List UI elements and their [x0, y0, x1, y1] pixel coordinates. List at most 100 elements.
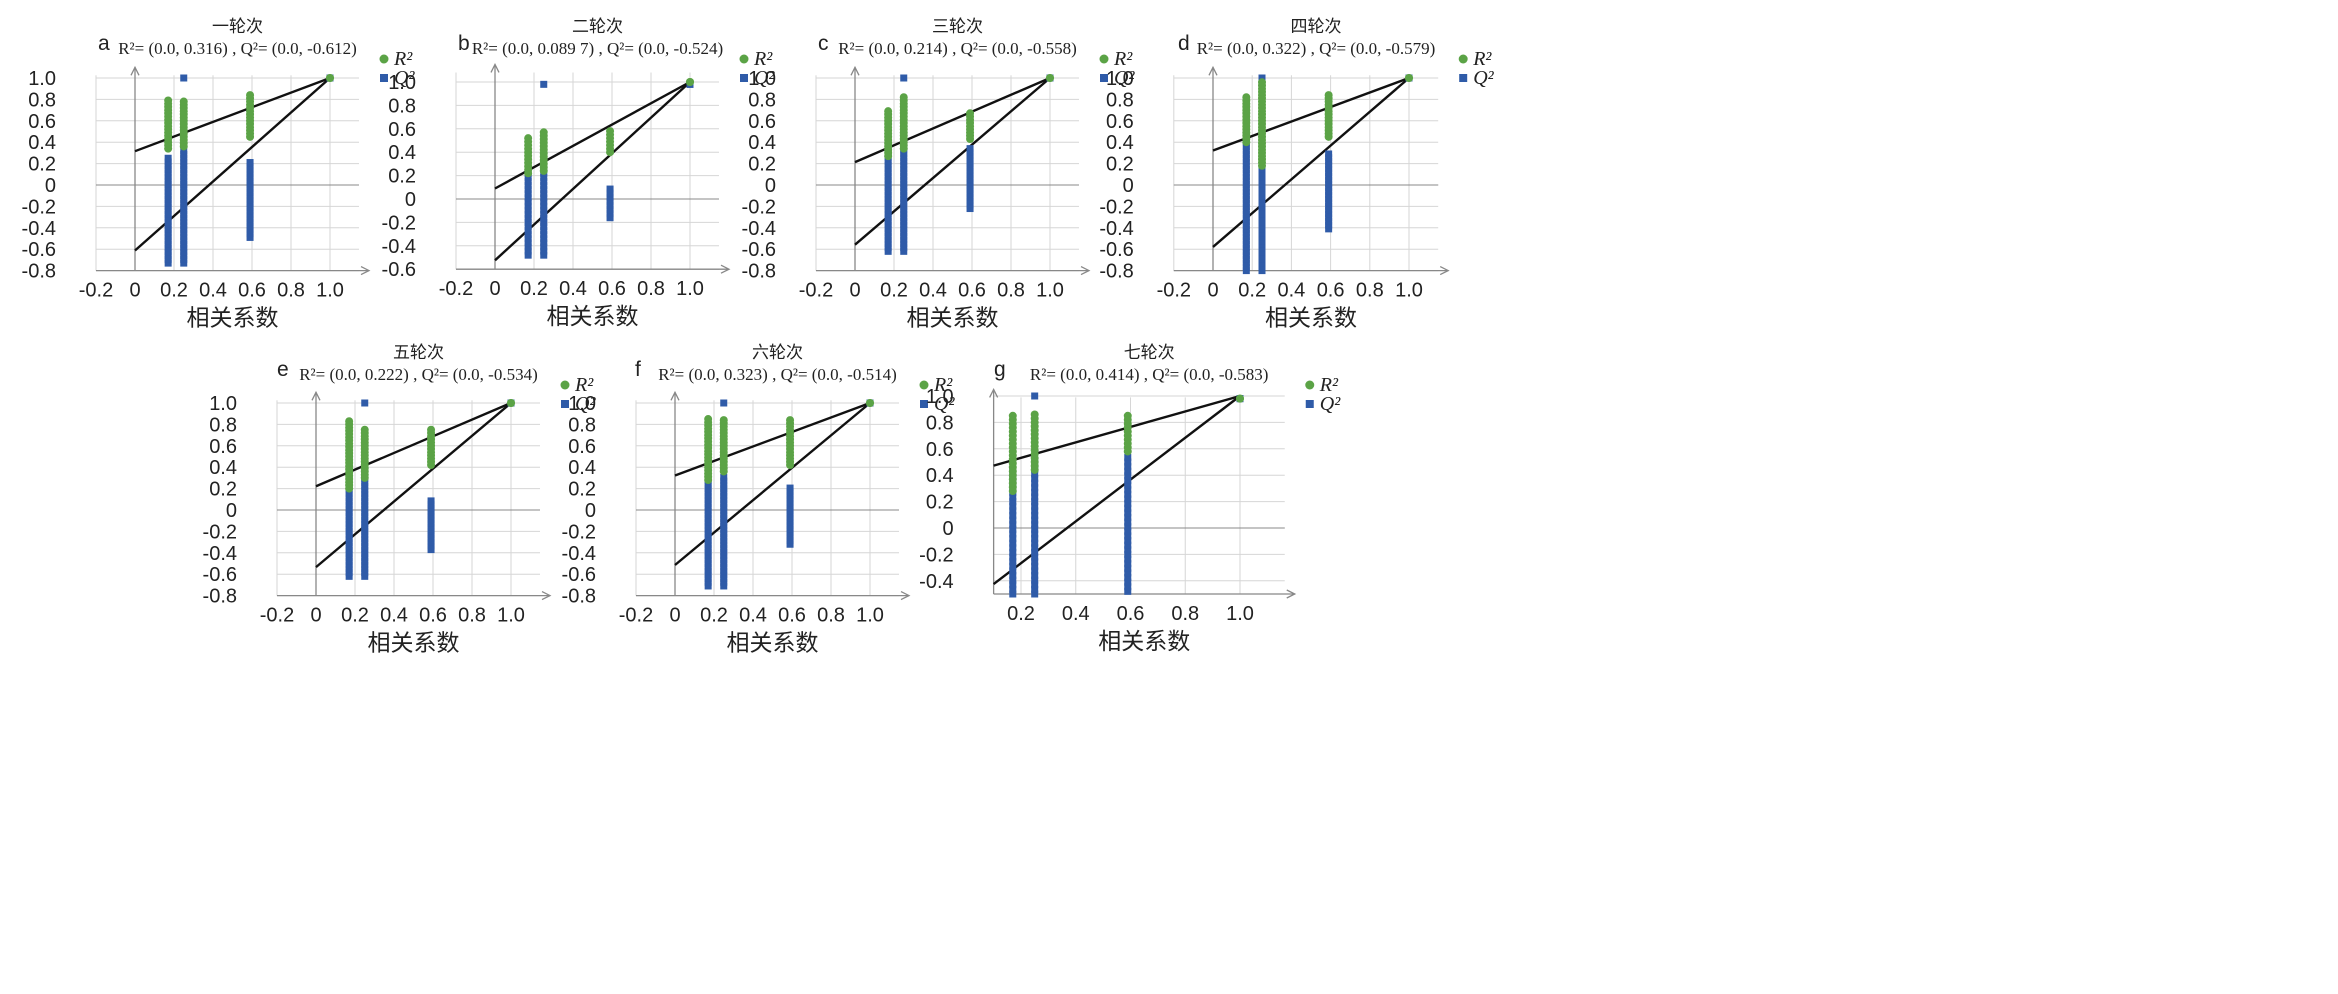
q2-point — [966, 201, 974, 209]
q2-point — [1258, 244, 1266, 252]
q2-point — [1124, 578, 1132, 586]
q2-point — [900, 195, 908, 203]
q2-point — [966, 171, 974, 179]
q2-point — [1124, 504, 1132, 512]
y-tick-label: -0.4 — [382, 236, 416, 258]
q2-point — [1242, 248, 1250, 256]
q2-point — [540, 206, 548, 214]
y-tick-label: 0.6 — [1106, 111, 1134, 133]
legend-r2-marker — [739, 54, 749, 64]
y-tick-label: 1.0 — [1106, 68, 1134, 90]
q2-regression-line — [494, 81, 691, 262]
q2-point — [1258, 203, 1266, 211]
q2-point — [1124, 463, 1132, 471]
y-tick-label: 0.2 — [1106, 154, 1134, 176]
y-tick-label: -0.2 — [742, 196, 776, 218]
q2-point — [1258, 177, 1266, 185]
q2-point — [1009, 521, 1017, 529]
q2-point — [540, 198, 548, 206]
q2-point — [720, 518, 728, 526]
q2-point — [704, 567, 712, 575]
legend-r2-marker — [1099, 54, 1109, 64]
r2-point — [524, 134, 533, 143]
q2-point — [966, 156, 974, 164]
y-axis-arrow — [670, 390, 680, 401]
q2-point — [1242, 203, 1250, 211]
legend-r2-marker — [560, 380, 570, 390]
x-tick-label: 0.4 — [380, 605, 408, 627]
q2-point — [900, 74, 908, 82]
q2-point — [1031, 558, 1039, 566]
q2-point — [246, 188, 254, 196]
q2-point — [427, 527, 435, 535]
q2-point — [1258, 255, 1266, 263]
r2-point — [326, 74, 334, 82]
q2-point — [1325, 176, 1333, 184]
q2-point — [164, 154, 172, 162]
q2-point — [720, 522, 728, 530]
q2-point — [1009, 511, 1017, 519]
r2-regression-line — [993, 394, 1241, 467]
q2-point — [720, 545, 728, 553]
x-tick-label: -0.2 — [1157, 280, 1191, 302]
r2-point — [1030, 410, 1039, 419]
y-tick-label: 0.8 — [209, 414, 237, 436]
y-axis-arrow — [1208, 65, 1218, 76]
x-tick-label: 0.4 — [1277, 280, 1305, 302]
q2-point — [1325, 206, 1333, 214]
q2-point — [540, 182, 548, 190]
r2-point — [246, 91, 255, 100]
x-tick-label: 0 — [1207, 280, 1218, 302]
q2-point — [361, 527, 369, 535]
legend-q2-label: Q² — [575, 393, 596, 415]
q2-point — [1124, 476, 1132, 484]
q2-point — [884, 199, 892, 207]
x-tick-label: 1.0 — [1036, 280, 1064, 302]
x-tick-label: 0.8 — [817, 605, 845, 627]
legend-q2-marker — [740, 74, 748, 82]
r2-point — [899, 93, 908, 102]
y-tick-label: 0.4 — [28, 132, 56, 154]
q2-point — [540, 251, 548, 259]
q2-point — [164, 229, 172, 237]
q2-point — [524, 251, 532, 259]
q2-point — [540, 222, 548, 230]
y-tick-label: -0.6 — [1099, 239, 1133, 261]
chart-title: 五轮次 — [393, 343, 444, 363]
q2-point — [1031, 493, 1039, 501]
q2-point — [1124, 495, 1132, 503]
r2-point — [345, 417, 354, 426]
chart-equation: R²= (0.0, 0.222) , Q²= (0.0, -0.534) — [299, 365, 538, 384]
r2-point — [1123, 411, 1132, 420]
legend-r2-label: R² — [574, 374, 594, 396]
y-tick-label: 0.8 — [28, 89, 56, 111]
q2-point — [164, 207, 172, 215]
q2-point — [966, 160, 974, 168]
q2-point — [1031, 502, 1039, 510]
q2-point — [884, 180, 892, 188]
q2-point — [704, 571, 712, 579]
x-axis-arrow — [541, 591, 552, 601]
y-tick-label: 0.6 — [209, 436, 237, 458]
q2-point — [180, 229, 188, 237]
chart-equation: R²= (0.0, 0.089 7) , Q²= (0.0, -0.524) — [472, 39, 723, 58]
q2-point — [1325, 202, 1333, 210]
q2-point — [246, 185, 254, 193]
y-axis-arrow — [311, 390, 321, 401]
q2-point — [345, 512, 353, 520]
q2-point — [966, 148, 974, 156]
q2-point — [1242, 162, 1250, 170]
chart-equation: R²= (0.0, 0.414) , Q²= (0.0, -0.583) — [1030, 365, 1269, 384]
chart-title: 七轮次 — [1124, 343, 1175, 363]
q2-point — [361, 561, 369, 569]
x-tick-label: 0.2 — [1007, 603, 1035, 625]
q2-point — [1325, 165, 1333, 173]
q2-point — [900, 161, 908, 169]
x-tick-label: 0 — [489, 278, 500, 300]
r2-point — [539, 128, 548, 137]
chart-panel-e: 1.00.80.60.40.20-0.2-0.4-0.6-0.8-0.2 0 0.2… — [203, 343, 597, 657]
q2-point — [900, 202, 908, 210]
q2-point — [361, 516, 369, 524]
q2-point — [427, 519, 435, 527]
q2-point — [361, 494, 369, 502]
